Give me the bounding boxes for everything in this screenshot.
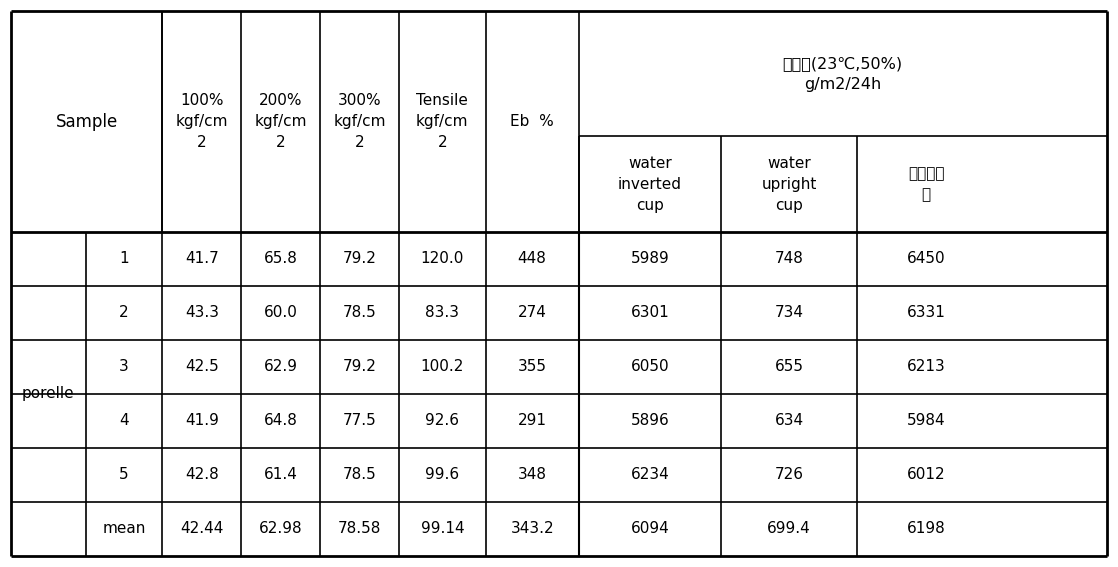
Text: 355: 355 <box>518 359 547 374</box>
Text: 99.14: 99.14 <box>420 521 464 536</box>
Text: Eb  %: Eb % <box>510 114 555 129</box>
Text: 634: 634 <box>775 413 804 428</box>
Text: 79.2: 79.2 <box>342 252 377 266</box>
Text: 78.58: 78.58 <box>338 521 381 536</box>
Text: 655: 655 <box>775 359 804 374</box>
Text: Sample: Sample <box>56 113 117 130</box>
Text: 42.44: 42.44 <box>180 521 224 536</box>
Text: 62.9: 62.9 <box>264 359 297 374</box>
Text: 100%
kgf/cm
2: 100% kgf/cm 2 <box>176 93 228 150</box>
Text: water
upright
cup: water upright cup <box>761 155 817 213</box>
Text: 6331: 6331 <box>907 306 946 320</box>
Text: 726: 726 <box>775 467 804 483</box>
Text: 6050: 6050 <box>631 359 670 374</box>
Text: 77.5: 77.5 <box>343 413 377 428</box>
Text: 6213: 6213 <box>907 359 946 374</box>
Text: 64.8: 64.8 <box>264 413 297 428</box>
Text: 2: 2 <box>120 306 129 320</box>
Text: 78.5: 78.5 <box>343 306 377 320</box>
Text: 4: 4 <box>120 413 129 428</box>
Text: 6198: 6198 <box>907 521 946 536</box>
Text: 6450: 6450 <box>907 252 946 266</box>
Text: 5984: 5984 <box>907 413 946 428</box>
Text: 염화칼싘
법: 염화칼싘 법 <box>908 166 945 202</box>
Text: 348: 348 <box>518 467 547 483</box>
Text: Tensile
kgf/cm
2: Tensile kgf/cm 2 <box>416 93 468 150</box>
Text: 83.3: 83.3 <box>425 306 459 320</box>
Text: 748: 748 <box>775 252 804 266</box>
Text: 60.0: 60.0 <box>264 306 297 320</box>
Text: 79.2: 79.2 <box>342 359 377 374</box>
Text: 1: 1 <box>120 252 129 266</box>
Text: 42.5: 42.5 <box>184 359 219 374</box>
Text: mean: mean <box>103 521 145 536</box>
Text: 6301: 6301 <box>631 306 670 320</box>
Text: 448: 448 <box>518 252 547 266</box>
Text: 120.0: 120.0 <box>420 252 464 266</box>
Text: 274: 274 <box>518 306 547 320</box>
Text: 투습도(23℃,50%)
g/m2/24h: 투습도(23℃,50%) g/m2/24h <box>783 56 903 92</box>
Text: 41.7: 41.7 <box>184 252 219 266</box>
Text: water
inverted
cup: water inverted cup <box>618 155 682 213</box>
Text: 699.4: 699.4 <box>767 521 811 536</box>
Text: 3: 3 <box>120 359 129 374</box>
Text: 99.6: 99.6 <box>425 467 459 483</box>
Text: 5896: 5896 <box>631 413 670 428</box>
Text: 200%
kgf/cm
2: 200% kgf/cm 2 <box>255 93 307 150</box>
Text: 65.8: 65.8 <box>264 252 297 266</box>
Text: 300%
kgf/cm
2: 300% kgf/cm 2 <box>333 93 386 150</box>
Text: 42.8: 42.8 <box>184 467 219 483</box>
Text: 43.3: 43.3 <box>184 306 219 320</box>
Text: 100.2: 100.2 <box>420 359 464 374</box>
Text: 6012: 6012 <box>907 467 946 483</box>
Text: 5: 5 <box>120 467 129 483</box>
Text: 61.4: 61.4 <box>264 467 297 483</box>
Text: 92.6: 92.6 <box>425 413 459 428</box>
Text: 78.5: 78.5 <box>343 467 377 483</box>
Text: 343.2: 343.2 <box>510 521 555 536</box>
Text: 5989: 5989 <box>631 252 670 266</box>
Text: 41.9: 41.9 <box>184 413 219 428</box>
Text: 734: 734 <box>775 306 804 320</box>
Text: 291: 291 <box>518 413 547 428</box>
Text: porelle: porelle <box>22 386 75 401</box>
Text: 6094: 6094 <box>631 521 670 536</box>
Text: 6234: 6234 <box>631 467 670 483</box>
Text: 62.98: 62.98 <box>259 521 303 536</box>
